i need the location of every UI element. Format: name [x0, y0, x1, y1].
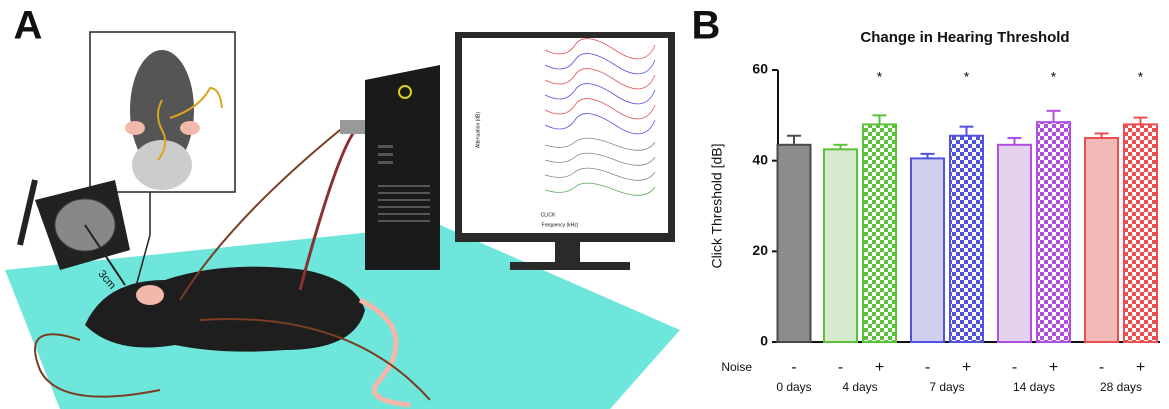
- group-label: 28 days: [1100, 380, 1142, 394]
- group-label: 0 days: [776, 380, 811, 394]
- bar: [776, 143, 812, 343]
- x-tick-label: -: [791, 359, 796, 376]
- tower-vents: [378, 145, 430, 222]
- monitor-y-label: Attenuation (dB): [475, 112, 481, 148]
- bar: [910, 157, 945, 343]
- speaker-stand: [17, 179, 38, 246]
- group-label: 4 days: [842, 380, 877, 394]
- x-tick-label: -: [1012, 359, 1017, 376]
- row-label: Noise: [721, 360, 752, 374]
- y-tick-label: 0: [760, 333, 768, 349]
- monitor-x-label: Frequency (kHz): [542, 222, 579, 228]
- distance-line: [84, 224, 126, 286]
- y-tick-label: 60: [752, 61, 768, 77]
- x-tick-label: +: [1049, 359, 1058, 376]
- significance: *: [1138, 69, 1144, 85]
- bar: [862, 123, 897, 344]
- tower: [365, 65, 440, 270]
- mouse-tail: [358, 297, 411, 408]
- plug: [340, 120, 365, 134]
- bar: [1036, 121, 1071, 343]
- bar: [823, 148, 858, 343]
- x-tick-label: +: [875, 359, 884, 376]
- x-tick-label: -: [838, 359, 843, 376]
- illustration: 3cm Attenuation (dB) Frequency (kHz) CLI…: [5, 31, 680, 409]
- group-label: 14 days: [1013, 380, 1055, 394]
- significance: *: [1051, 69, 1057, 85]
- bar: [1123, 123, 1158, 344]
- inset-electrodes: [157, 86, 223, 161]
- inset-ear: [180, 121, 200, 135]
- y-tick-label: 20: [752, 242, 768, 258]
- connector: [134, 234, 151, 291]
- monitor-stimulus: CLICK: [541, 212, 556, 218]
- inset-mouse: [130, 50, 194, 170]
- significance: *: [877, 69, 883, 85]
- cables: [34, 124, 431, 401]
- monitor-neck: [555, 242, 580, 262]
- y-axis-label: Click Threshold [dB]: [709, 143, 725, 268]
- inset-mouse-lower: [132, 140, 192, 190]
- abr-traces: [544, 38, 656, 196]
- inset-ear: [125, 121, 145, 135]
- significance: *: [964, 69, 970, 85]
- bar: [949, 134, 984, 343]
- x-tick-label: -: [1099, 359, 1104, 376]
- power-button: [398, 85, 412, 99]
- x-tick-label: +: [962, 359, 971, 376]
- x-tick-label: -: [925, 359, 930, 376]
- bar: [997, 143, 1032, 343]
- monitor-base: [510, 262, 630, 270]
- group-label: 7 days: [929, 380, 964, 394]
- monitor-screen: [462, 38, 668, 233]
- x-tick-label: +: [1136, 359, 1145, 376]
- mouse-ear: [136, 285, 164, 305]
- panel-label: B: [692, 4, 721, 48]
- bar: [1084, 137, 1119, 343]
- chart-title: Change in Hearing Threshold: [860, 29, 1069, 46]
- y-tick-label: 40: [752, 151, 768, 167]
- panel-label: A: [14, 4, 43, 48]
